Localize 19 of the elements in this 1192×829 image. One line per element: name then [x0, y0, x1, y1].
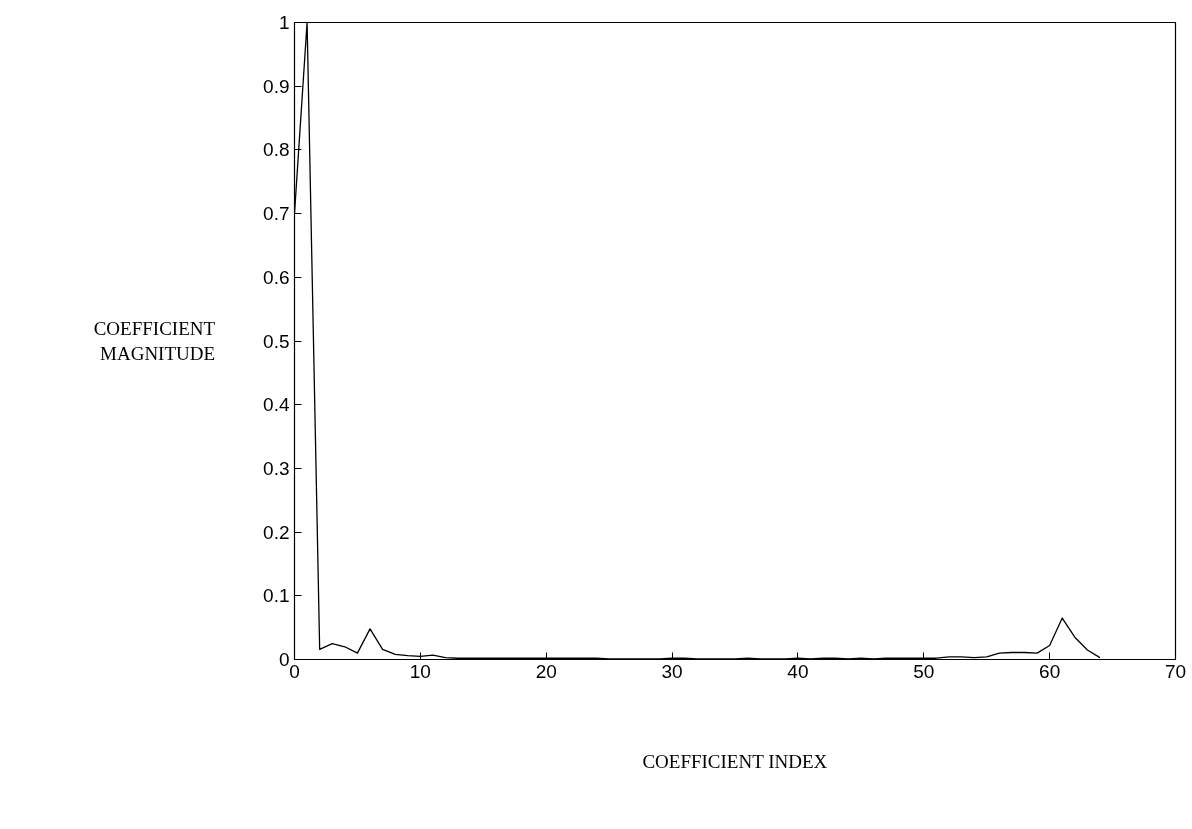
y-tick-label: 0.8 [263, 139, 290, 161]
x-tick-label: 20 [535, 660, 557, 682]
x-tick-label: 60 [1039, 660, 1061, 682]
y-tick-label: 0.2 [263, 521, 290, 543]
y-tick-label: 0.9 [263, 75, 290, 97]
x-tick-label: 30 [661, 660, 683, 682]
x-tick-label: 50 [913, 660, 935, 682]
y-axis-title: COEFFICIENT MAGNITUDE [93, 317, 216, 365]
x-tick-label: 40 [787, 660, 809, 682]
y-tick-label: 0.6 [263, 266, 290, 288]
y-tick-label: 1 [278, 12, 290, 33]
y-tick-label: 0.3 [263, 457, 290, 479]
y-tick-label: 0.7 [263, 203, 290, 225]
x-tick-label: 10 [409, 660, 431, 682]
y-tick-label: 0.4 [263, 394, 290, 416]
x-tick-label: 70 [1164, 660, 1187, 682]
y-tick-label: 0.1 [263, 585, 290, 607]
x-axis-title: COEFFICIENT INDEX [642, 750, 828, 772]
y-tick-label: 0.5 [263, 330, 290, 352]
